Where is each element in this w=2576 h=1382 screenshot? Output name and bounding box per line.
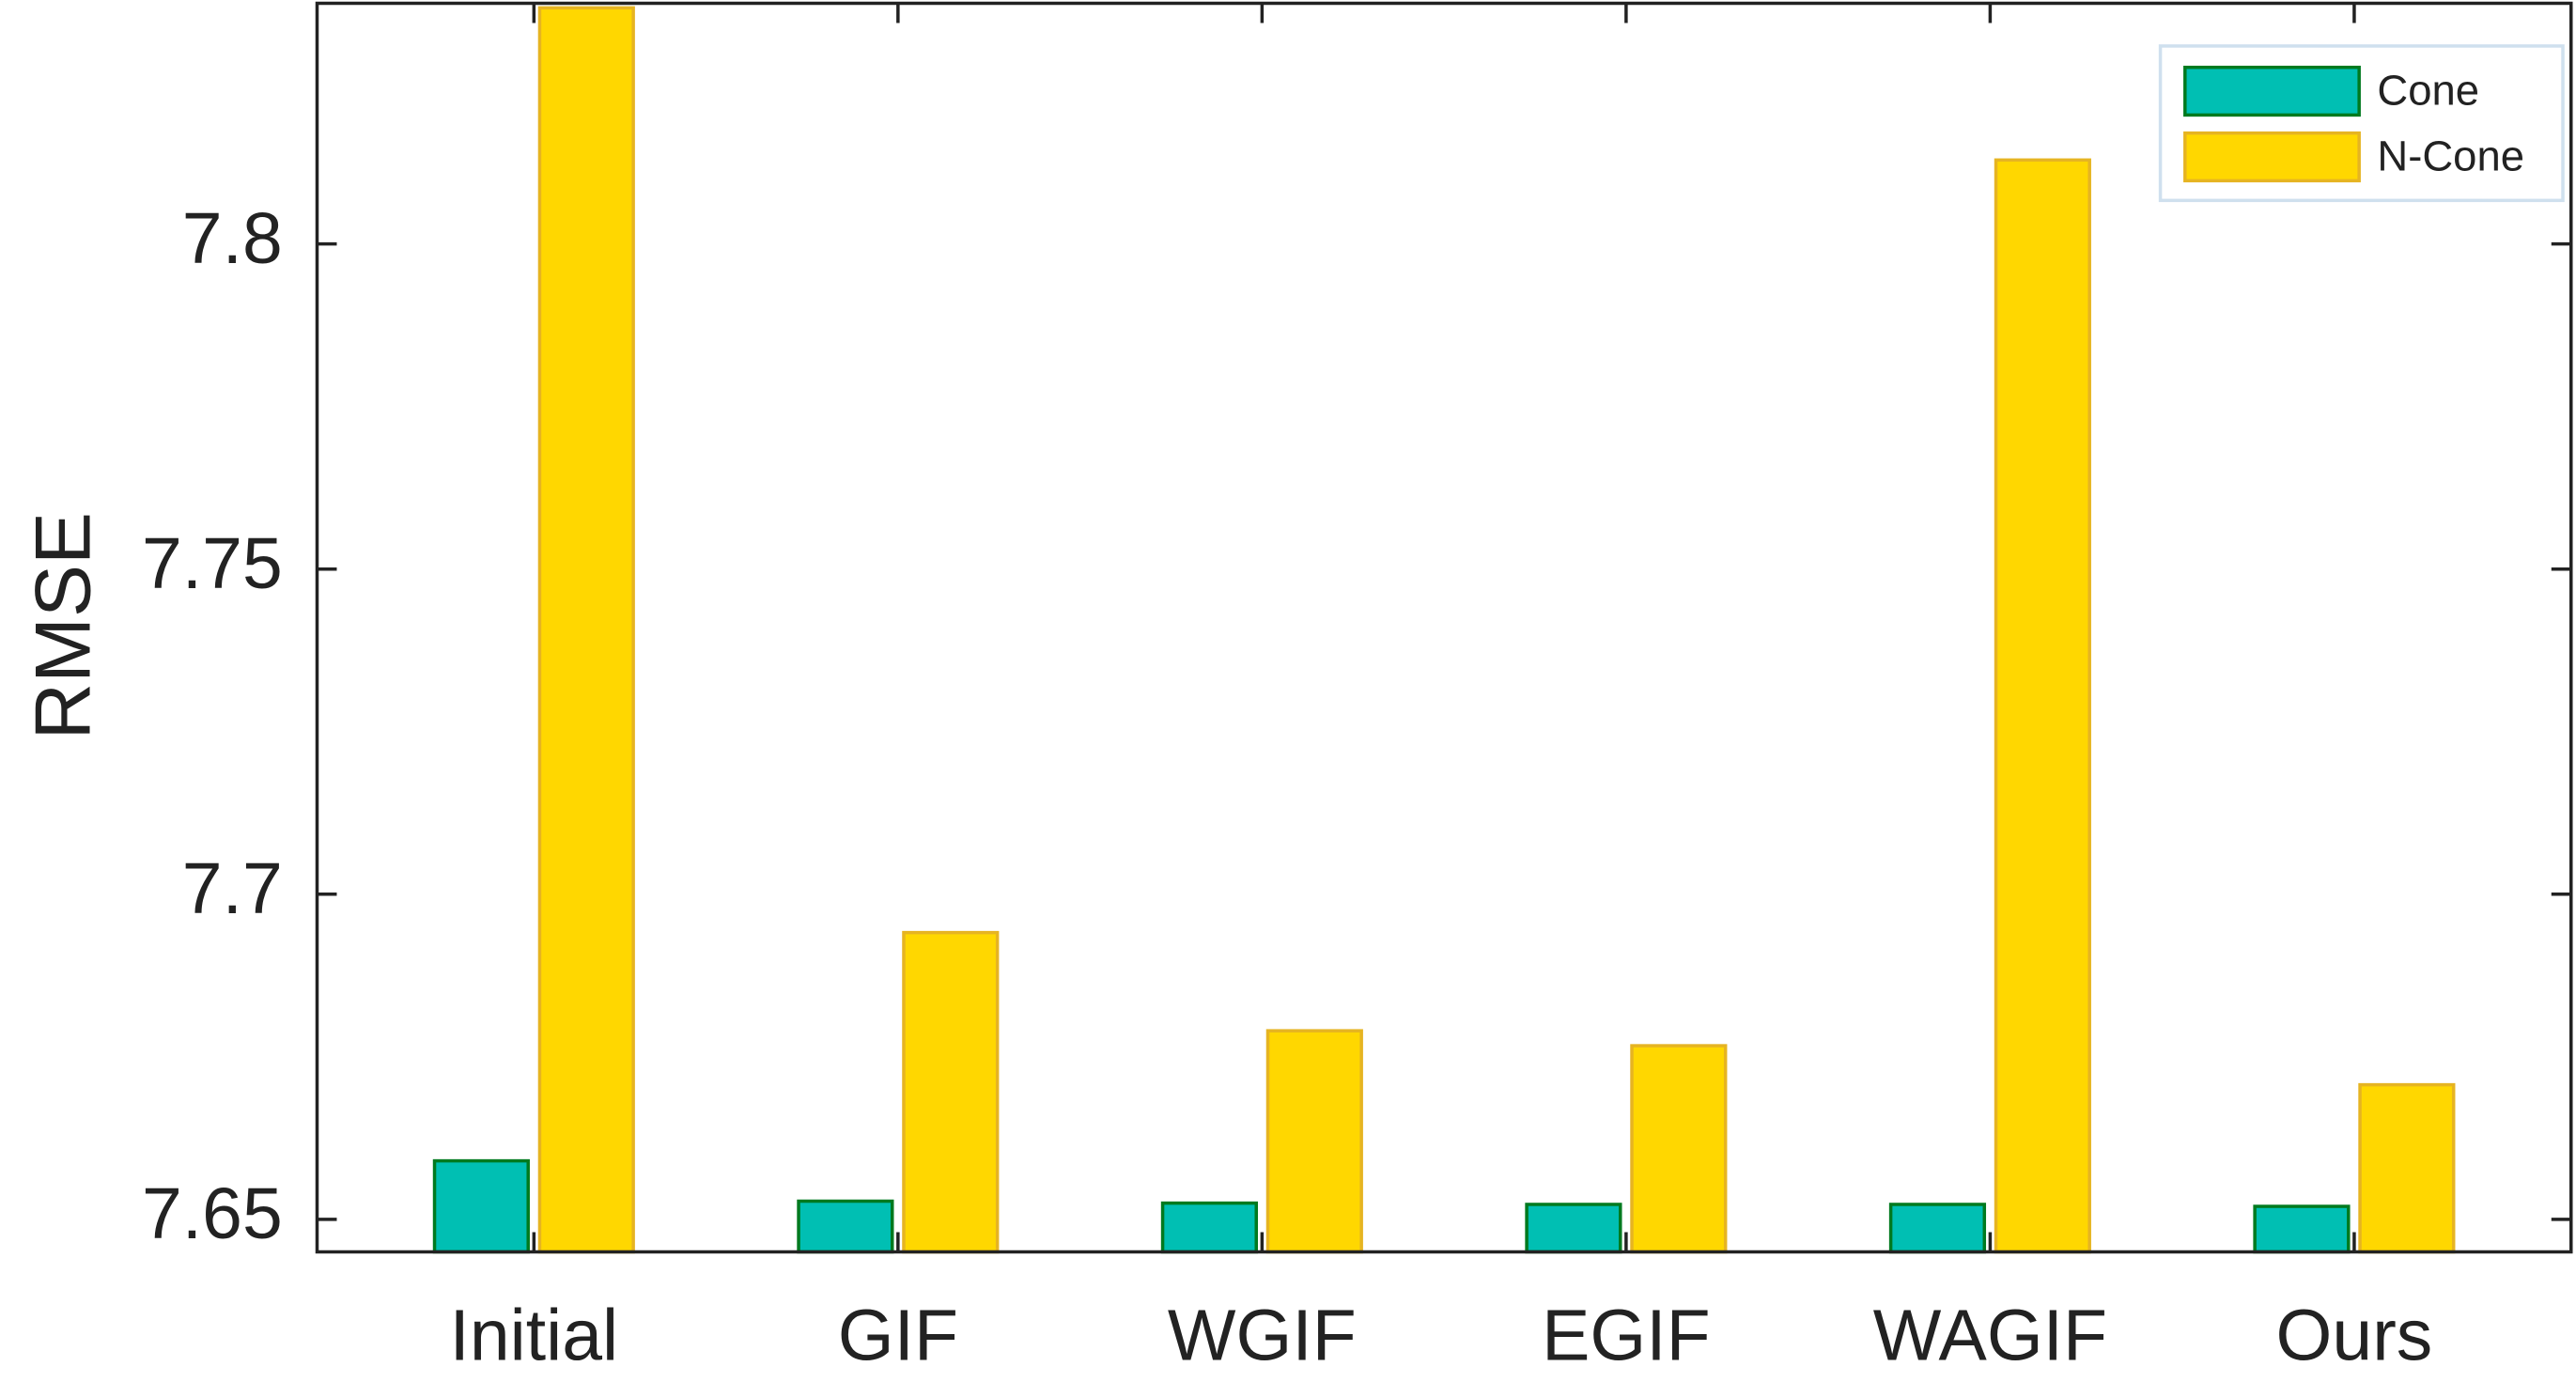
bar [1630,1044,1728,1254]
x-tick-label: GIF [838,1295,958,1375]
y-tick-label: 7.75 [142,523,283,604]
x-tick-label: Ours [2276,1295,2433,1375]
y-tick-label: 7.65 [142,1173,283,1254]
y-axis-label: RMSE [19,512,107,739]
bar [1265,1029,1363,1254]
y-tick-label: 7.7 [182,848,283,929]
bar [2253,1204,2351,1254]
legend-label: N-Cone [2377,132,2524,180]
bar [797,1199,894,1254]
x-tick-label: Initial [450,1295,619,1375]
y-tick-label: 7.8 [182,198,283,279]
x-tick-label: EGIF [1542,1295,1711,1375]
legend-swatch [2183,131,2361,183]
bar [1160,1201,1258,1254]
plot-frame [315,1,2573,1254]
bar [432,1158,530,1254]
bar [1888,1203,1987,1254]
bar [2358,1082,2456,1254]
x-tick-label: WGIF [1168,1295,1357,1375]
bar [537,6,635,1254]
x-tick-label: WAGIF [1873,1295,2107,1375]
bar [1525,1203,1622,1254]
legend-label: Cone [2377,67,2479,115]
bar [902,930,1000,1254]
legend-swatch [2183,65,2361,117]
bar [1994,158,2091,1254]
